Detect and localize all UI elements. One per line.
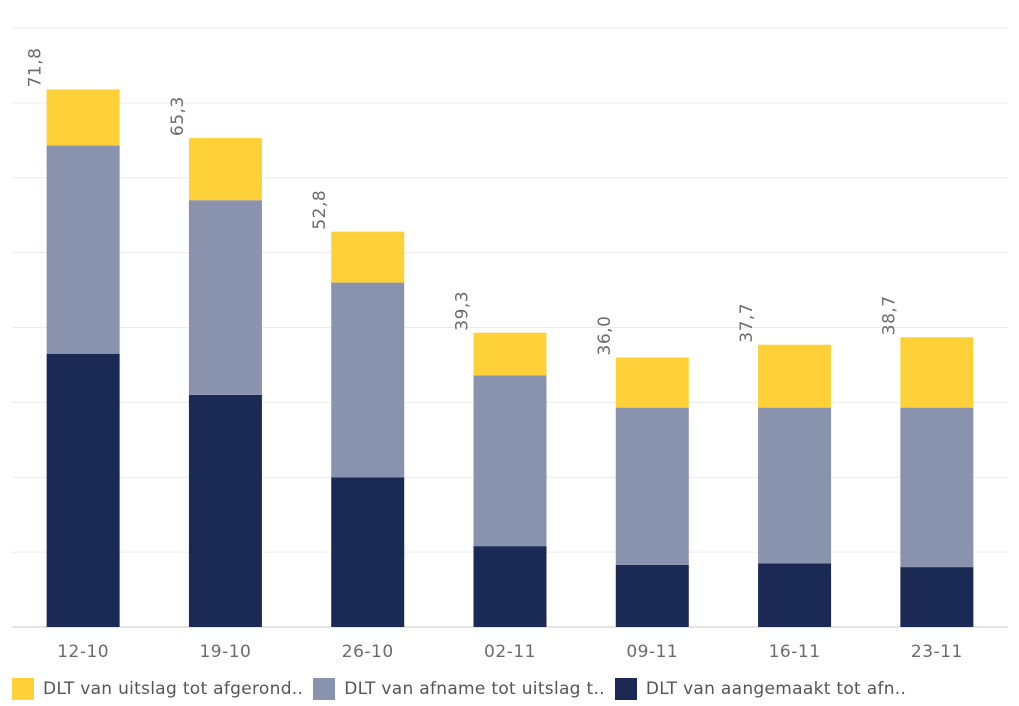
- x-tick-label: 19-10: [199, 642, 251, 662]
- total-label: 38,7: [879, 295, 899, 335]
- x-tick-label: 02-11: [484, 642, 536, 662]
- bar-segment: [188, 138, 262, 201]
- bar-segment: [900, 567, 974, 627]
- bar-segment: [615, 407, 689, 565]
- bar-segment: [188, 200, 262, 395]
- x-tick-label: 09-11: [626, 642, 678, 662]
- x-tick-label: 16-11: [769, 642, 821, 662]
- bar-segment: [615, 564, 689, 627]
- total-label: 65,3: [168, 96, 188, 136]
- legend-item-afname-uitslag[interactable]: DLT van afname tot uitslag t..: [313, 678, 605, 700]
- bar-segment: [331, 477, 405, 627]
- bar-segment: [46, 145, 120, 354]
- legend-swatch-aangemaakt-afname: [614, 678, 637, 700]
- legend-swatch-afname-uitslag: [313, 678, 336, 700]
- x-tick-label: 26-10: [342, 642, 394, 662]
- bar-segment: [331, 231, 405, 283]
- legend: DLT van uitslag tot afgerond.. DLT van a…: [12, 676, 916, 702]
- bar-segment: [900, 337, 974, 408]
- x-tick-label: 23-11: [911, 642, 963, 662]
- total-label: 36,0: [595, 316, 615, 356]
- total-label: 39,3: [453, 291, 473, 331]
- legend-label-afname-uitslag: DLT van afname tot uitslag t..: [344, 679, 605, 699]
- bar-segment: [331, 282, 405, 478]
- bar-segment: [473, 375, 547, 547]
- total-label: 71,8: [26, 48, 46, 88]
- bar-segment: [758, 344, 832, 408]
- bar-segment: [46, 89, 120, 146]
- stacked-bar-chart: 71,8 12-10 65,3 19-10 52,8 26-10 39,3 02-11 36,0…: [12, 27, 1008, 662]
- x-tick-label: 12-10: [57, 642, 109, 662]
- bar-segment: [615, 357, 689, 408]
- legend-label-uitslag-afgerond: DLT van uitslag tot afgerond..: [43, 679, 304, 699]
- bar-segment: [758, 563, 832, 627]
- legend-label-aangemaakt-afname: DLT van aangemaakt tot afn..: [645, 679, 907, 699]
- bar-segment: [46, 353, 120, 627]
- total-label: 52,8: [310, 190, 330, 230]
- bar-segment: [473, 546, 547, 627]
- legend-swatch-uitslag-afgerond: [12, 678, 34, 700]
- total-label: 37,7: [737, 303, 757, 343]
- legend-item-uitslag-afgerond[interactable]: DLT van uitslag tot afgerond..: [12, 678, 303, 700]
- bar-segment: [758, 407, 832, 564]
- bar-segment: [188, 394, 262, 627]
- legend-item-aangemaakt-afname[interactable]: DLT van aangemaakt tot afn..: [614, 678, 907, 700]
- bar-segment: [900, 407, 974, 568]
- bar-segment: [473, 332, 547, 376]
